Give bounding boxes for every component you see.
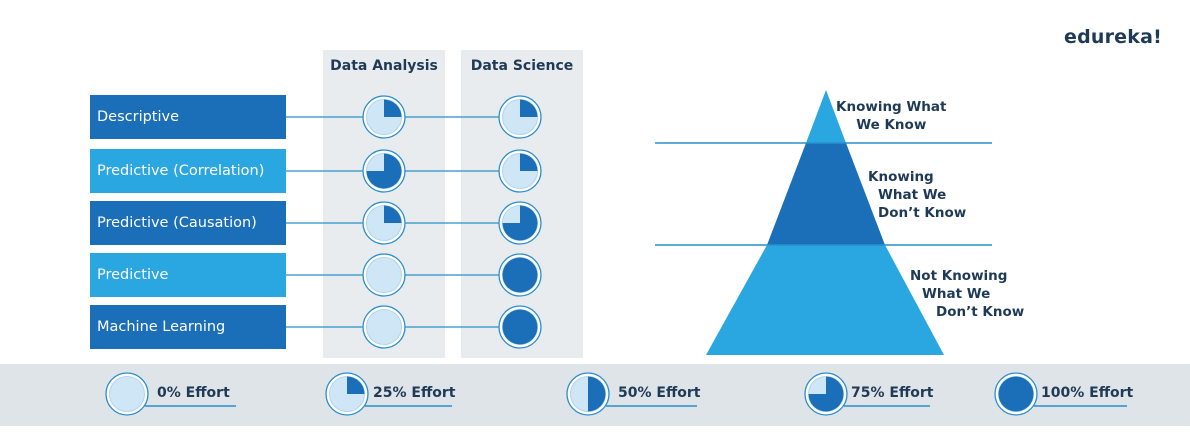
- legend-label-0: 0% Effort: [157, 385, 230, 401]
- data-science-effort-pie-fill: [520, 153, 538, 171]
- row-box-descriptive: Descriptive: [90, 95, 286, 139]
- row-box-predictive-correlation: Predictive (Correlation): [90, 149, 286, 193]
- data-analysis-effort-pie-fill: [366, 153, 402, 189]
- data-science-effort-pie: [498, 201, 542, 245]
- data-analysis-effort-pie: [362, 149, 406, 193]
- legend-effort-pie: [325, 372, 369, 416]
- pyramid-label-middle: Knowing What We Don’t Know: [868, 168, 966, 222]
- legend-label-50: 50% Effort: [618, 385, 701, 401]
- data-science-effort-pie-fill: [502, 205, 538, 241]
- edureka-logo: edureka!: [1064, 26, 1162, 48]
- pyramid-level-top: [806, 90, 846, 143]
- data-science-effort-pie: [498, 253, 542, 297]
- legend-effort-pie-fill: [808, 376, 844, 412]
- legend-effort-pie: [804, 372, 848, 416]
- pyramid-label-bottom: Not Knowing What We Don’t Know: [910, 267, 1024, 321]
- column-header-data-science: Data Science: [470, 58, 574, 74]
- pyramid-label-middle-line-1: Knowing: [868, 169, 934, 185]
- pyramid-label-bottom-line-1: Not Knowing: [910, 268, 1008, 284]
- legend-label-100: 100% Effort: [1041, 385, 1134, 401]
- data-analysis-effort-pie: [362, 305, 406, 349]
- row-box-predictive-causation: Predictive (Causation): [90, 201, 286, 245]
- data-science-effort-pie: [498, 95, 542, 139]
- legend-effort-pie-fill: [588, 376, 606, 412]
- legend-effort-pie-base: [109, 376, 145, 412]
- pyramid-label-middle-line-3: Don’t Know: [878, 205, 967, 221]
- pyramid-label-middle-line-2: What We: [878, 187, 947, 203]
- legend-effort-pie-fill: [998, 376, 1034, 412]
- pyramid-label-bottom-line-2: What We: [922, 286, 991, 302]
- legend-effort-pie: [994, 372, 1038, 416]
- data-science-effort-pie: [498, 149, 542, 193]
- column-header-data-analysis: Data Analysis: [330, 58, 438, 74]
- data-science-effort-pie-fill: [520, 99, 538, 117]
- legend-effort-pie-fill: [347, 376, 365, 394]
- pyramid-label-top-line-1: Knowing What: [836, 99, 947, 115]
- data-analysis-effort-pie-fill: [384, 99, 402, 117]
- data-analysis-effort-pie: [362, 95, 406, 139]
- pyramid-label-top: Knowing What We Know: [836, 98, 947, 134]
- legend-effort-pie: [105, 372, 149, 416]
- pyramid-level-bottom: [706, 245, 944, 355]
- data-analysis-effort-pie: [362, 253, 406, 297]
- data-science-effort-pie-fill: [502, 257, 538, 293]
- data-analysis-effort-pie-fill: [384, 205, 402, 223]
- pyramid-label-bottom-line-3: Don’t Know: [936, 304, 1025, 320]
- data-analysis-effort-pie-base: [366, 309, 402, 345]
- legend-effort-pie: [566, 372, 610, 416]
- data-science-effort-pie: [498, 305, 542, 349]
- pyramid-label-top-line-2: We Know: [856, 117, 927, 133]
- data-analysis-effort-pie: [362, 201, 406, 245]
- pyramid-level-middle: [767, 143, 885, 245]
- legend-label-75: 75% Effort: [851, 385, 934, 401]
- data-science-effort-pie-fill: [502, 309, 538, 345]
- legend-label-25: 25% Effort: [373, 385, 456, 401]
- row-box-machine-learning: Machine Learning: [90, 305, 286, 349]
- data-analysis-effort-pie-base: [366, 257, 402, 293]
- row-box-predictive: Predictive: [90, 253, 286, 297]
